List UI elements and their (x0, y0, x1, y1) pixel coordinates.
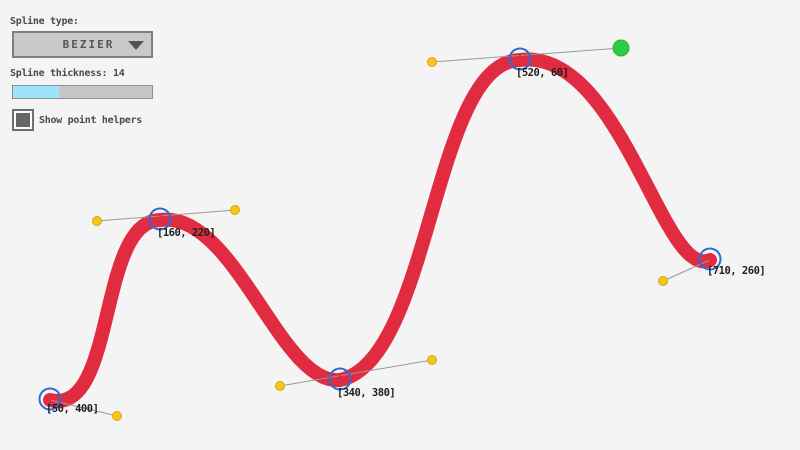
control-point-marker (339, 374, 341, 381)
point-coordinate-label: [520, 60] (516, 67, 568, 79)
dropdown-value: BEZIER (62, 38, 115, 51)
control-point-marker (49, 394, 51, 401)
control-point-marker (519, 54, 521, 61)
handle-point[interactable] (92, 216, 102, 226)
control-point-marker (159, 214, 161, 221)
handle-point[interactable] (112, 411, 122, 421)
show-helpers-label: Show point helpers (39, 114, 142, 126)
spline-type-label: Spline type: (10, 16, 79, 27)
handle-line (49, 399, 118, 417)
handle-point[interactable] (427, 57, 437, 67)
point-coordinate-label: [160, 220] (157, 227, 215, 239)
control-point-ring[interactable] (698, 247, 722, 271)
control-point-ring[interactable] (38, 387, 62, 411)
chevron-down-icon (128, 41, 144, 50)
handle-line (96, 209, 236, 222)
control-point-ring[interactable] (148, 207, 172, 231)
checkbox-fill (16, 113, 30, 127)
selected-handle-point[interactable] (612, 39, 630, 57)
control-point-marker (709, 254, 711, 261)
point-coordinate-label: [340, 380] (337, 387, 395, 399)
thickness-slider[interactable] (12, 85, 153, 99)
handle-point[interactable] (427, 355, 437, 365)
show-helpers-checkbox[interactable] (12, 109, 34, 131)
handle-point[interactable] (230, 205, 240, 215)
control-point-ring[interactable] (328, 367, 352, 391)
slider-fill (13, 86, 59, 98)
point-coordinate-label: [710, 260] (707, 265, 765, 277)
spline-curve (43, 52, 717, 408)
point-coordinate-label: [50, 400] (46, 403, 98, 415)
handle-point[interactable] (275, 381, 285, 391)
show-helpers-row: Show point helpers (12, 109, 142, 131)
handle-line (662, 259, 711, 282)
spline-type-dropdown[interactable]: BEZIER (12, 31, 153, 58)
thickness-label: Spline thickness: 14 (10, 68, 125, 79)
handle-line (279, 359, 433, 387)
handle-point[interactable] (658, 276, 668, 286)
handle-line (431, 47, 622, 63)
control-point-ring[interactable] (508, 47, 532, 71)
